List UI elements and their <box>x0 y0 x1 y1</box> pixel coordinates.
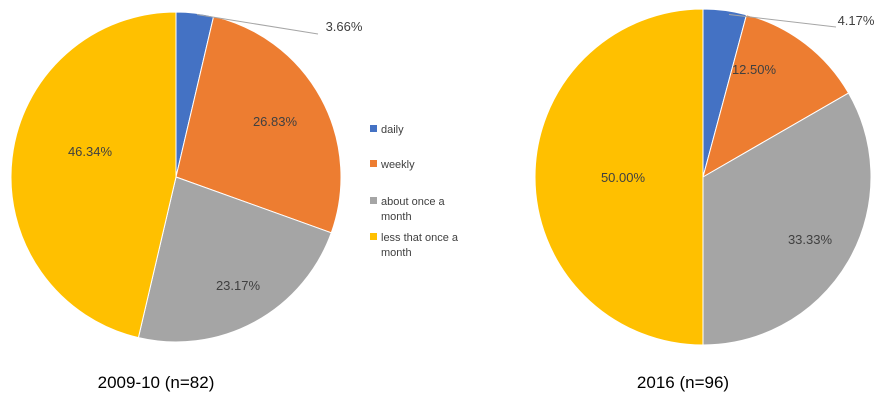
pie-slice-about-once-a-month <box>702 92 872 346</box>
data-label: 33.33% <box>788 232 833 247</box>
data-label: 3.66% <box>326 19 363 34</box>
chart-caption: 2016 (n=96) <box>637 373 729 392</box>
data-label: 4.17% <box>838 13 875 28</box>
data-label: 23.17% <box>216 278 261 293</box>
pie-slice-less-that-once-a-month <box>10 11 177 339</box>
legend-swatch <box>370 197 377 204</box>
data-label: 50.00% <box>601 170 646 185</box>
pie-slice-weekly <box>175 15 342 234</box>
legend-swatch <box>370 125 377 132</box>
pie-chart-2: 4.17% 12.50% 33.33% 50.00% 2016 (n=96) <box>534 8 875 392</box>
data-label: 46.34% <box>68 144 113 159</box>
data-label: 26.83% <box>253 114 298 129</box>
legend-label: less that once a <box>381 232 459 244</box>
pie-slice-less-that-once-a-month <box>534 8 704 346</box>
legend-swatch <box>370 160 377 167</box>
chart-caption: 2009-10 (n=82) <box>98 373 215 392</box>
pie-chart-1: 3.66% 26.83% 23.17% 46.34% 2009-10 (n=82) <box>10 11 363 392</box>
data-label: 12.50% <box>732 62 777 77</box>
leader-line <box>728 14 837 28</box>
legend: daily weekly about once a month less that on… <box>370 124 459 259</box>
legend-label: weekly <box>380 159 415 171</box>
legend-label: month <box>381 211 412 223</box>
legend-label: daily <box>381 124 404 136</box>
legend-label: month <box>381 247 412 259</box>
legend-label: about once a <box>381 196 445 208</box>
leader-line <box>196 14 319 35</box>
legend-swatch <box>370 233 377 240</box>
pie-slice-about-once-a-month <box>137 176 332 343</box>
